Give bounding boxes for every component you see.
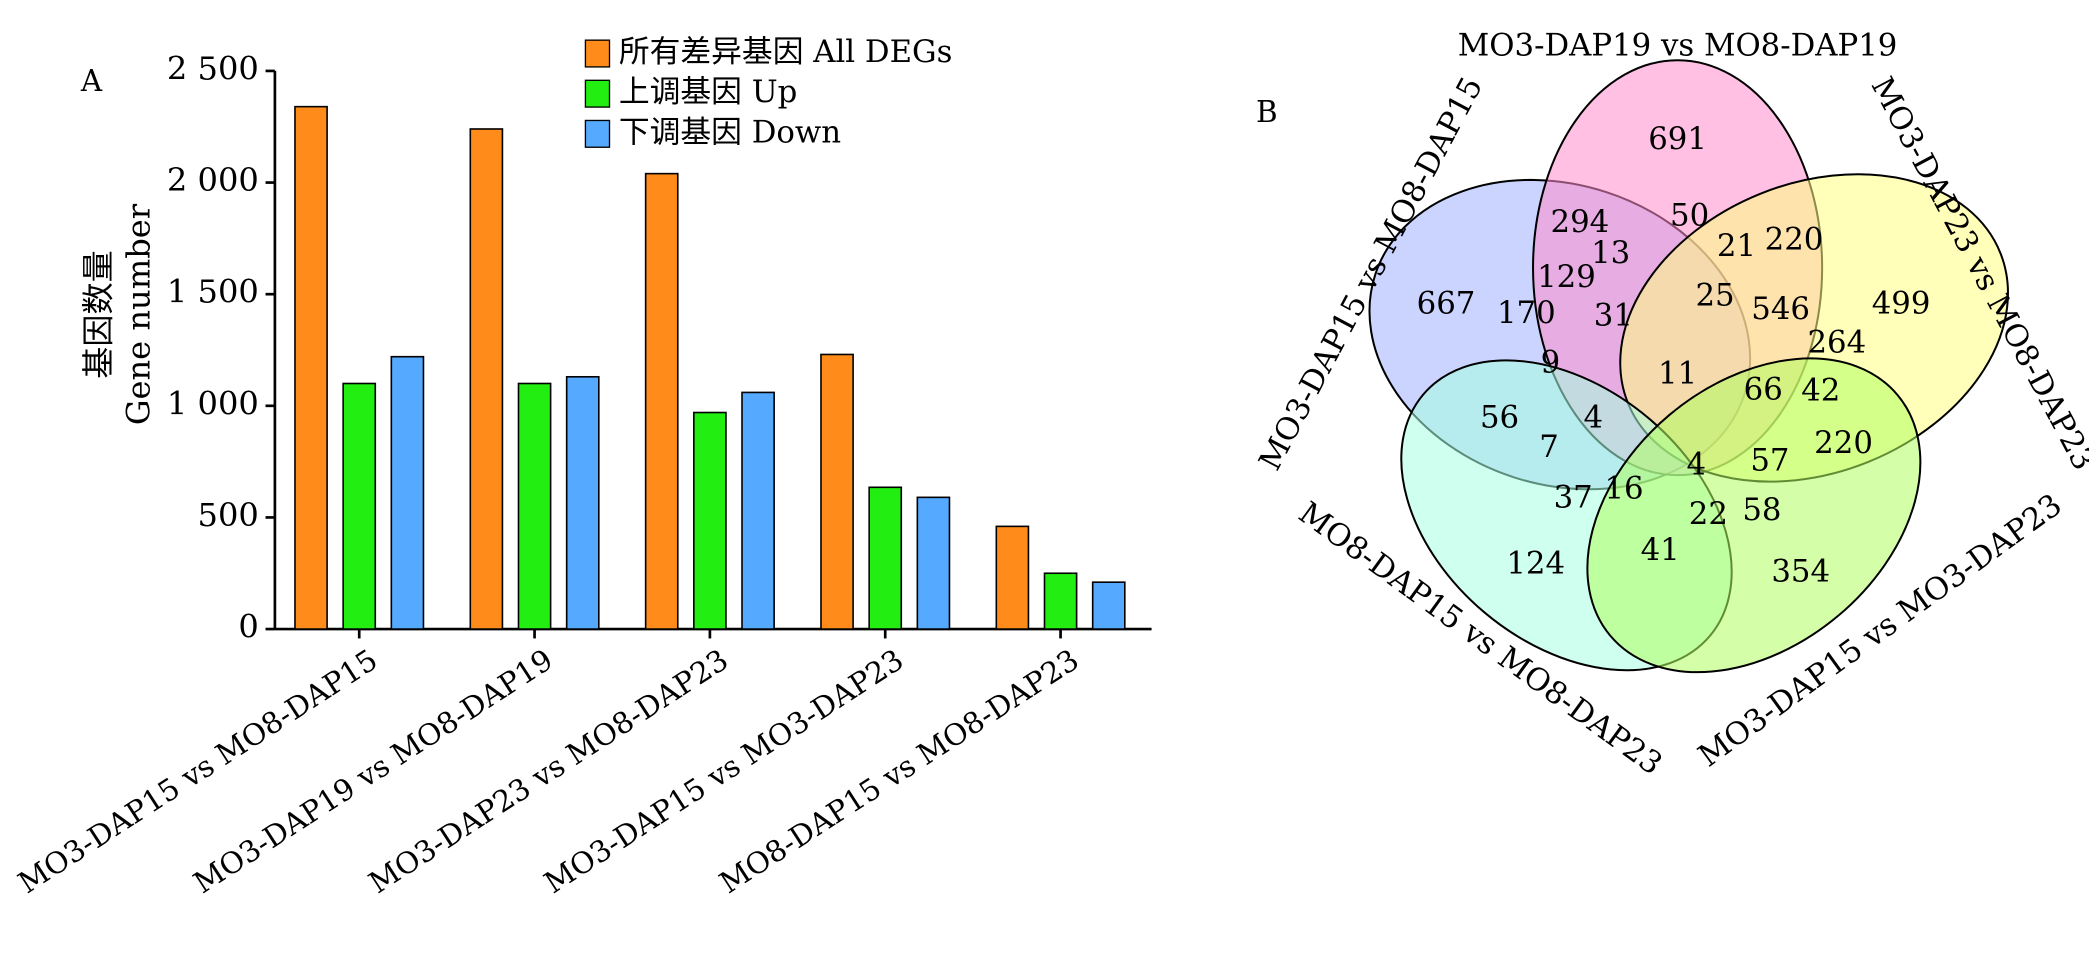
region-count: 66 xyxy=(1744,371,1783,407)
bar xyxy=(693,411,727,630)
region-count: 11 xyxy=(1658,355,1697,391)
bar xyxy=(868,486,903,630)
region-count: 124 xyxy=(1506,545,1565,581)
region-count: 170 xyxy=(1497,295,1556,331)
region-count: 9 xyxy=(1541,345,1561,381)
x-tick-label: MO3-DAP19 vs MO8-DAP19 xyxy=(188,643,559,901)
region-count: 667 xyxy=(1417,286,1476,322)
set-label: MO3-DAP19 vs MO8-DAP19 xyxy=(1458,27,1898,63)
bar xyxy=(390,355,425,630)
x-tick-label: MO8-DAP15 vs MO8-DAP23 xyxy=(714,643,1085,901)
bar xyxy=(820,353,854,630)
region-count: 25 xyxy=(1695,278,1734,314)
bar xyxy=(741,391,775,630)
region-count: 220 xyxy=(1765,221,1824,257)
region-count: 264 xyxy=(1807,324,1866,360)
region-count: 22 xyxy=(1689,496,1728,532)
panel-label: B xyxy=(1256,95,1278,129)
region-count: 129 xyxy=(1537,259,1596,295)
region-count: 16 xyxy=(1604,470,1643,506)
region-count: 294 xyxy=(1551,204,1610,240)
region-count: 354 xyxy=(1771,553,1830,589)
region-count: 50 xyxy=(1670,197,1709,233)
x-tick-label: MO3-DAP23 vs MO8-DAP23 xyxy=(363,643,734,901)
region-count: 220 xyxy=(1814,425,1873,461)
legend-swatch xyxy=(584,39,611,68)
legend-swatch xyxy=(584,119,611,148)
region-count: 58 xyxy=(1742,492,1781,528)
region-count: 13 xyxy=(1591,235,1630,271)
bar xyxy=(294,105,328,630)
region-count: 546 xyxy=(1751,291,1810,327)
legend-label: 下调基因 Down xyxy=(619,114,841,150)
region-count: 57 xyxy=(1750,442,1789,478)
bar xyxy=(517,382,552,630)
y-tick-label: 0 xyxy=(238,608,258,646)
y-tick-label: 2 500 xyxy=(167,49,259,87)
x-tick-label: MO3-DAP15 vs MO8-DAP15 xyxy=(12,643,383,901)
bar xyxy=(1091,581,1126,630)
region-count: 41 xyxy=(1641,532,1680,568)
y-axis-label: 基因数量 xyxy=(79,250,117,378)
bar xyxy=(469,128,504,630)
region-count: 4 xyxy=(1687,446,1707,482)
bar xyxy=(1043,572,1078,630)
region-count: 499 xyxy=(1872,286,1931,322)
region-count: 37 xyxy=(1554,480,1593,516)
region-count: 31 xyxy=(1594,298,1633,334)
y-tick-label: 1 000 xyxy=(167,384,259,422)
bar xyxy=(916,496,951,630)
legend-swatch xyxy=(584,79,611,108)
bar xyxy=(995,525,1030,630)
y-tick-label: 1 500 xyxy=(167,273,259,311)
region-count: 42 xyxy=(1801,373,1840,409)
bar xyxy=(644,172,679,630)
region-count: 691 xyxy=(1648,121,1707,157)
region-count: 7 xyxy=(1539,429,1559,465)
bar xyxy=(565,375,600,630)
panel-label: A xyxy=(80,64,103,98)
region-count: 4 xyxy=(1583,399,1603,435)
bar xyxy=(342,382,377,630)
legend-label: 上调基因 Up xyxy=(619,74,797,110)
y-axis-label: Gene number xyxy=(120,203,158,425)
legend-label: 所有差异基因 All DEGs xyxy=(619,34,953,70)
region-count: 21 xyxy=(1717,228,1756,264)
venn-set xyxy=(1586,357,1922,674)
x-tick-label: MO3-DAP15 vs MO3-DAP23 xyxy=(538,643,909,901)
y-tick-label: 500 xyxy=(198,496,259,534)
region-count: 56 xyxy=(1480,399,1519,435)
y-tick-label: 2 000 xyxy=(167,161,259,199)
